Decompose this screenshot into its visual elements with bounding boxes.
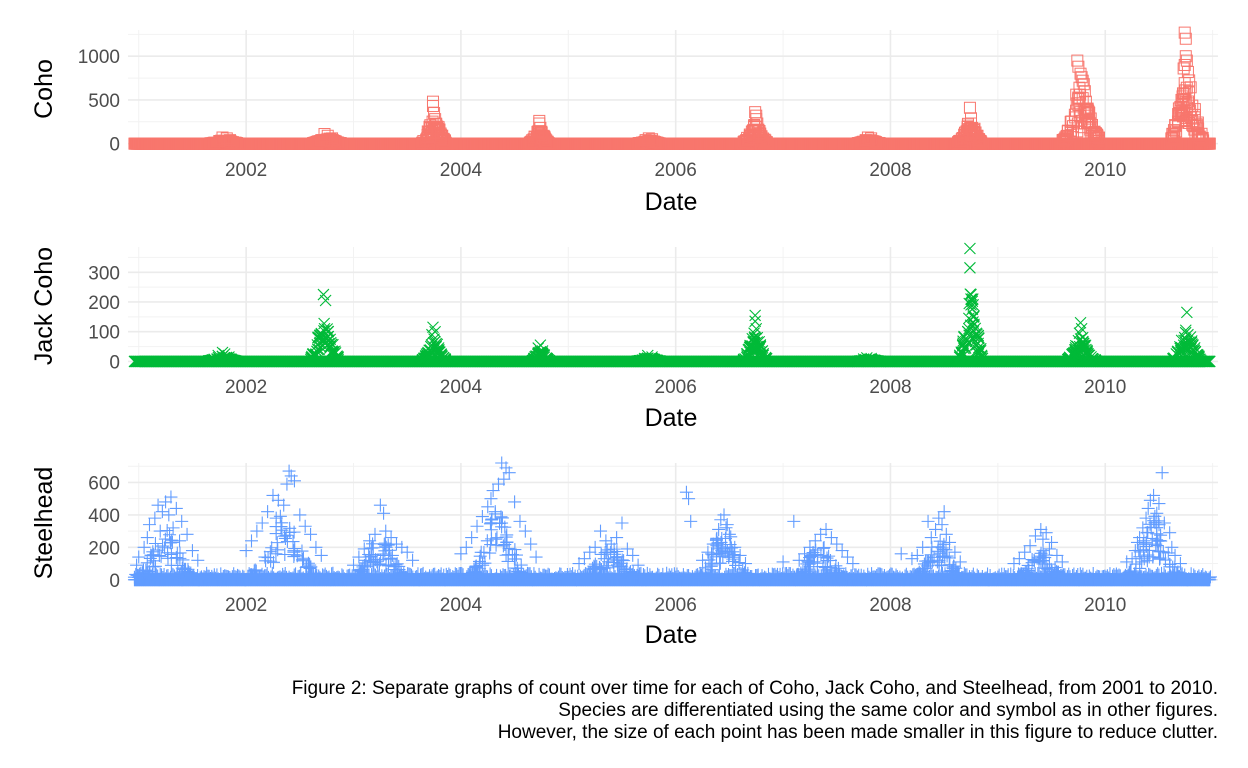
series-points [128, 242, 1216, 368]
y-tick-label: 600 [88, 473, 120, 494]
y-tick-label: 500 [88, 91, 120, 112]
x-tick-label: 2002 [225, 160, 267, 181]
data-point [533, 114, 546, 127]
y-tick-label: 400 [88, 506, 120, 527]
x-tick-label: 2004 [440, 377, 483, 398]
x-tick-label: 2004 [440, 595, 483, 616]
x-tick-label: 2008 [869, 377, 911, 398]
data-point [749, 309, 762, 322]
x-tick-label: 2006 [655, 595, 697, 616]
data-point [963, 101, 976, 114]
y-tick-label: 200 [88, 538, 120, 559]
panel-1: 0 500 1000 2002 2004 2006 2008 2010 Date Coho [30, 26, 1218, 216]
x-tick-label: 2008 [869, 160, 911, 181]
data-point [426, 95, 439, 108]
y-tick-label: 200 [88, 293, 120, 314]
y-tick-label: 1000 [78, 47, 120, 68]
y-tick-label: 0 [109, 135, 120, 156]
y-tick-label: 300 [88, 263, 120, 284]
data-point [749, 315, 762, 328]
x-axis-title: Date [645, 188, 698, 216]
data-point [426, 100, 439, 113]
y-axis-title: Jack Coho [30, 247, 58, 365]
x-tick-label: 2002 [225, 377, 267, 398]
series-points [128, 26, 1216, 150]
data-point [749, 106, 762, 119]
y-tick-label: 100 [88, 323, 120, 344]
x-tick-label: 2010 [1084, 160, 1126, 181]
x-tick-label: 2006 [655, 377, 697, 398]
x-tick-label: 2004 [440, 160, 483, 181]
data-point [964, 242, 976, 255]
data-point [1179, 324, 1192, 337]
x-axis-title: Date [645, 404, 698, 432]
data-point [1180, 306, 1193, 319]
y-tick-label: 0 [109, 352, 120, 373]
panel-2: 0 100 200 300 2002 2004 2006 2008 2010 Date Jack C… [30, 242, 1218, 432]
data-point [1177, 62, 1190, 75]
data-point [1179, 32, 1192, 45]
y-tick-label: 0 [109, 571, 120, 592]
x-tick-label: 2010 [1084, 377, 1126, 398]
x-tick-label: 2006 [655, 160, 697, 181]
y-axis-title: Steelhead [30, 467, 58, 580]
series-points [127, 456, 1217, 587]
x-tick-label: 2010 [1084, 595, 1126, 616]
x-tick-label: 2002 [225, 595, 267, 616]
data-point [1178, 26, 1191, 39]
y-axis-title: Coho [30, 59, 58, 119]
x-tick-label: 2008 [869, 595, 911, 616]
x-axis-title: Date [645, 621, 698, 649]
panel-3: 0 200 400 600 2002 2004 2006 2008 2010 Date Steelh… [30, 456, 1218, 649]
